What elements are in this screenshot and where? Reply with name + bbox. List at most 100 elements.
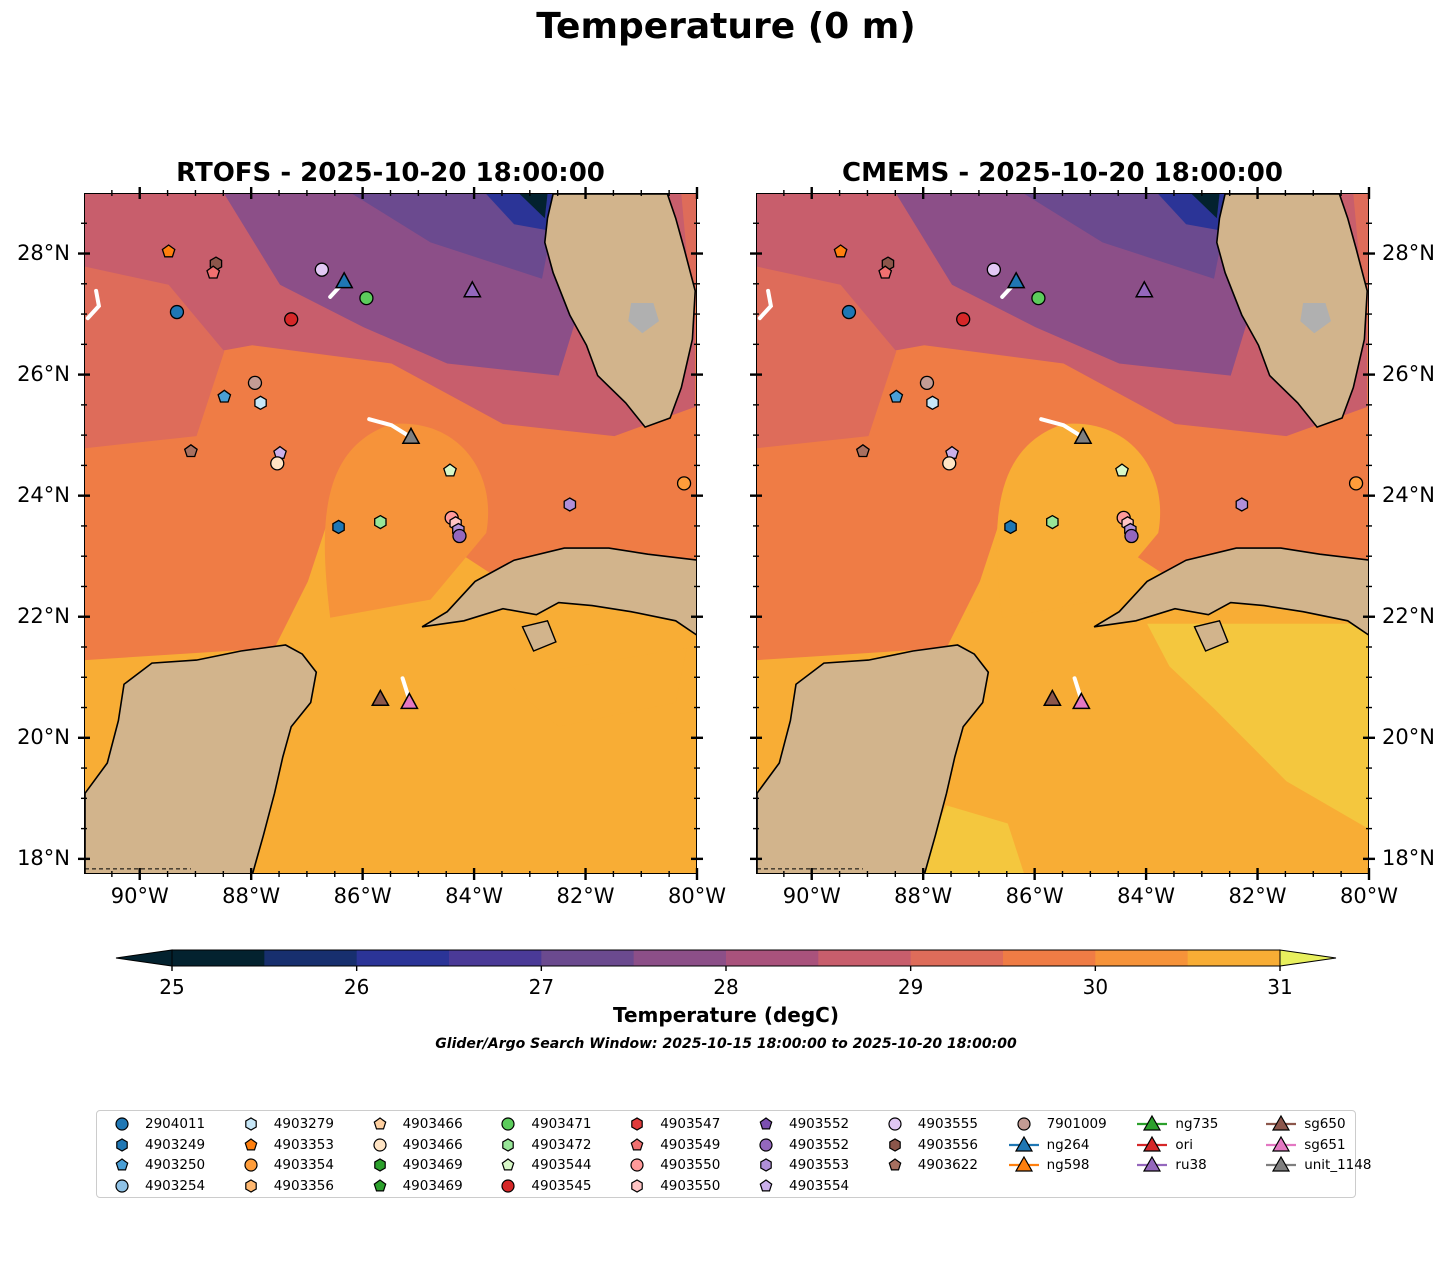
colorbar-bin [172,950,265,966]
float-marker-icon [888,1137,901,1152]
colorbar-bin [264,950,358,966]
map-panel-rtofs[interactable] [84,193,697,874]
colorbar-bin [818,950,912,966]
colorbar-bin [1095,950,1189,966]
legend-label: 4903279 [273,1116,334,1132]
float-4903472 [1046,514,1059,530]
legend-label: 4903469 [402,1157,463,1174]
colorbar-bin [633,950,727,966]
colorbar-tick-label: 31 [1267,975,1293,999]
legend-item: 4903469 [361,1176,463,1196]
float-4903472 [374,514,387,530]
land-yucatan [757,644,990,873]
lat-label: 18°N [17,845,70,870]
legend-item: 4903552 [747,1114,849,1134]
legend-label: 4903471 [531,1116,592,1132]
legend-label: 4903544 [531,1157,592,1174]
float-marker-icon [501,1117,515,1131]
float-marker-icon [502,1137,515,1152]
figure-title: Temperature (0 m) [536,6,916,47]
lat-label: 20°N [17,724,70,749]
glider-marker-icon [1008,1135,1039,1152]
legend-item: unit_1148 [1262,1155,1371,1175]
legend-label: 4903556 [917,1136,978,1153]
float-marker-icon [888,1158,902,1171]
glider-marker-icon [1266,1155,1297,1172]
glider-marker-icon [1137,1114,1168,1131]
legend-item: 4903550 [618,1176,720,1196]
legend-item: 4903249 [103,1135,205,1155]
sst-west-band [85,266,225,449]
glider-marker-icon [1266,1114,1297,1131]
glider-marker-icon [1137,1155,1168,1172]
legend-item: 4903353 [232,1135,334,1155]
glider-marker-icon [1137,1135,1168,1152]
colorbar-tick-label: 30 [1082,975,1109,999]
legend-label: sg650 [1304,1116,1346,1132]
legend-item: 4903554 [747,1176,849,1196]
legend-label: ng598 [1046,1157,1090,1174]
float-marker-icon [115,1117,129,1131]
glider-ru38 [1134,280,1154,298]
colorbar-over-arrow [1279,949,1337,967]
float-marker-icon [373,1117,386,1130]
float-marker-icon [630,1137,644,1151]
legend-label: 2904011 [145,1116,206,1132]
float-4903549 [878,265,893,279]
lon-label: 84°W [445,884,504,908]
float-4903622 [855,443,870,458]
lat-label: 24°N [17,482,70,507]
sst-coldest [1191,194,1220,219]
glider-unit_1148 [401,426,421,444]
lat-label: 28°N [17,240,70,265]
legend-label: unit_1148 [1304,1157,1372,1174]
float-7901009 [247,375,263,391]
float-4903544 [443,463,457,477]
gliders [1006,271,1154,710]
lon-label: 82°W [1228,884,1287,908]
lon-label: 80°W [668,884,726,908]
legend-item: ng735 [1133,1114,1218,1134]
legend-label: 4903552 [789,1116,850,1132]
float-4903466 [942,456,957,471]
float-marker-icon [760,1158,772,1172]
panel-title-rtofs: RTOFS - 2025-10-20 18:00:00 [176,158,605,188]
legend-item: 4903354 [232,1155,334,1175]
float-marker-icon [631,1117,643,1131]
float-4903545 [956,312,971,327]
colorbar-tick-label: 28 [713,975,739,999]
map-panel-cmems[interactable] [756,193,1369,874]
legend-item: 4903549 [618,1135,720,1155]
float-marker-icon [759,1117,773,1130]
land-florida [1215,194,1368,429]
float-4903466 [270,456,285,471]
temperature-field [85,194,696,873]
legend-label: 4903553 [789,1157,850,1174]
legend-label: 4903622 [917,1157,978,1174]
float-4903279 [254,395,267,411]
legend-item: 4903544 [489,1155,592,1175]
glider-track [85,288,102,321]
float-marker-icon [115,1179,129,1193]
colorbar-under-arrow [115,949,173,967]
float-4903249 [1004,519,1017,535]
map-cmems [757,194,1368,873]
colorbar-bin [1187,950,1281,966]
float-marker-icon [759,1179,773,1192]
float-4903354 [676,476,692,491]
land-isla-juventud [1193,619,1229,652]
float-4903553 [563,497,577,512]
legend-item: 4903553 [747,1155,849,1175]
legend-label: ru38 [1175,1157,1207,1174]
float-4903249 [332,519,345,535]
legend-label: 4903356 [273,1177,334,1194]
colorbar-bin [1003,950,1096,966]
glider-track [1039,417,1085,440]
legend-item: ori [1133,1135,1193,1155]
sst-west-band [757,266,897,449]
float-marker-icon [244,1137,258,1151]
lat-label: 24°N [1382,482,1435,507]
float-marker-icon [631,1179,643,1193]
search-window-subtitle: Glider/Argo Search Window: 2025-10-15 18… [435,1036,1017,1052]
float-marker-icon [115,1158,129,1171]
